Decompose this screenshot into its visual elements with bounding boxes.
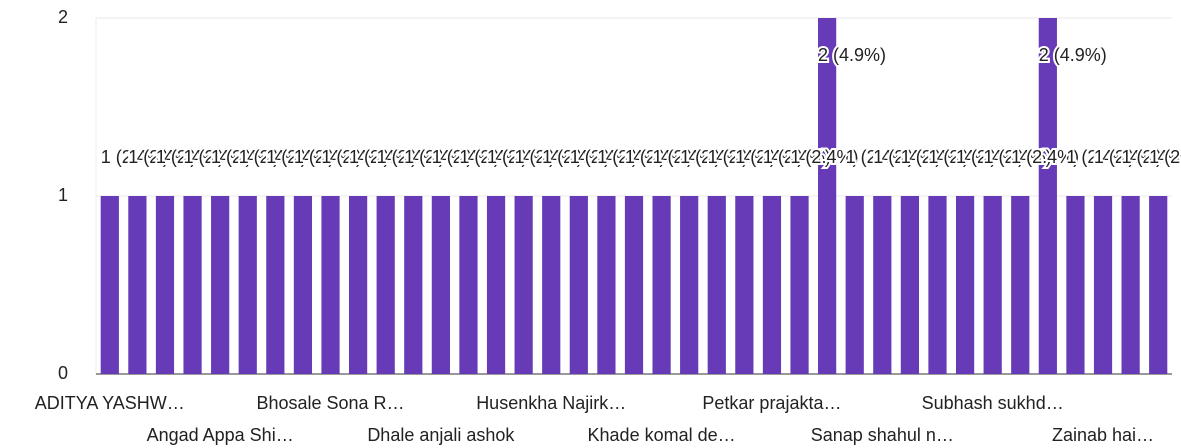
data-label: 1 (2.4%) [873, 147, 941, 167]
bar [1149, 196, 1168, 374]
data-label: 1 (2.4%) [239, 147, 307, 167]
data-label: 1 (2.4%) [901, 147, 969, 167]
bar [790, 196, 809, 374]
data-label: 1 (2.4%) [266, 147, 334, 167]
bar [900, 196, 920, 374]
data-label: 1 (2.4%) [625, 147, 693, 167]
data-label: 1 (2.4%) [183, 147, 251, 167]
bar [735, 196, 754, 374]
data-label: 1 (2.4%) [515, 147, 583, 167]
data-label: 1 (2.4%) [1011, 147, 1079, 167]
bar [1093, 196, 1113, 374]
data-label: 1 (2.4%) [846, 147, 914, 167]
y-tick-label: 2 [58, 7, 68, 27]
data-label: 1 (2.4%) [735, 147, 803, 167]
bar [542, 196, 561, 374]
data-label: 1 (2.4%) [763, 147, 831, 167]
bar [183, 196, 202, 374]
bar [128, 196, 147, 374]
x-tick-label: Sanap shahul n… [811, 425, 954, 445]
bar [845, 196, 864, 374]
bar [404, 196, 423, 374]
data-label: 1 (2.4%) [432, 147, 500, 167]
data-label: 1 (2.4%) [928, 147, 996, 167]
bar [293, 196, 313, 374]
bar [818, 18, 837, 374]
data-label: 1 (2.4%) [790, 147, 858, 167]
bar [376, 196, 395, 374]
data-label: 1 (2.4%) [101, 147, 169, 167]
data-label: 1 (2.4%) [487, 147, 555, 167]
bar [707, 196, 726, 374]
data-label: 1 (2.4%) [404, 147, 472, 167]
data-label: 1 (2.4%) [1066, 147, 1134, 167]
bar [1066, 196, 1085, 374]
data-label: 1 (2.4%) [128, 147, 196, 167]
data-label: 1 (2.4%) [156, 147, 224, 167]
x-tick-label: Angad Appa Shi… [147, 425, 294, 445]
bar [431, 196, 450, 374]
bar [486, 196, 506, 374]
x-tick-label: Dhale anjali ashok [367, 425, 515, 445]
bar [1038, 18, 1057, 374]
bar [955, 196, 975, 374]
data-label: 1 (2.4%) [321, 147, 389, 167]
bar [155, 196, 175, 374]
data-label: 2 (4.9%) [1039, 45, 1107, 65]
bar [1121, 196, 1140, 374]
bar [211, 196, 230, 374]
bar [100, 196, 119, 374]
data-label: 1 (2.4%) [377, 147, 445, 167]
bar [569, 196, 588, 374]
bar [983, 196, 1002, 374]
data-label: 1 (2.4%) [349, 147, 417, 167]
data-label: 1 (2.4%) [1122, 147, 1181, 167]
y-tick-label: 0 [58, 363, 68, 383]
bar [238, 196, 257, 374]
x-tick-label: Petkar prajakta… [702, 393, 841, 413]
bar [652, 196, 671, 374]
data-label: 1 (2.4%) [294, 147, 362, 167]
x-tick-label: Khade komal de… [588, 425, 736, 445]
x-tick-label: Subhash sukhd… [922, 393, 1064, 413]
bar [680, 196, 699, 374]
bar [873, 196, 892, 374]
data-label: 1 (2.4%) [570, 147, 638, 167]
bar [266, 196, 285, 374]
data-label: 1 (2.4%) [680, 147, 748, 167]
data-label: 1 (2.4%) [956, 147, 1024, 167]
bar [459, 196, 478, 374]
data-label: 1 (2.4%) [1149, 147, 1181, 167]
data-label: 1 (2.4%) [211, 147, 279, 167]
bar [321, 196, 340, 374]
x-tick-label: Husenkha Najirk… [476, 393, 626, 413]
bar [1011, 196, 1030, 374]
data-label: 1 (2.4%) [542, 147, 610, 167]
y-tick-label: 1 [58, 185, 68, 205]
data-label: 1 (2.4%) [984, 147, 1052, 167]
x-tick-label: Zainab hai… [1052, 425, 1154, 445]
bar [348, 196, 368, 374]
bar [597, 196, 616, 374]
bar [514, 196, 533, 374]
data-label: 1 (2.4%) [459, 147, 527, 167]
data-label: 1 (2.4%) [708, 147, 776, 167]
data-label: 1 (2.4%) [597, 147, 665, 167]
data-label: 1 (2.4%) [1094, 147, 1162, 167]
data-label: 1 (2.4%) [652, 147, 720, 167]
data-label: 2 (4.9%) [818, 45, 886, 65]
bar [762, 196, 782, 374]
x-tick-label: Bhosale Sona R… [256, 393, 404, 413]
x-tick-label: ADITYA YASHW… [35, 393, 185, 413]
bar [928, 196, 947, 374]
bar [624, 196, 644, 374]
